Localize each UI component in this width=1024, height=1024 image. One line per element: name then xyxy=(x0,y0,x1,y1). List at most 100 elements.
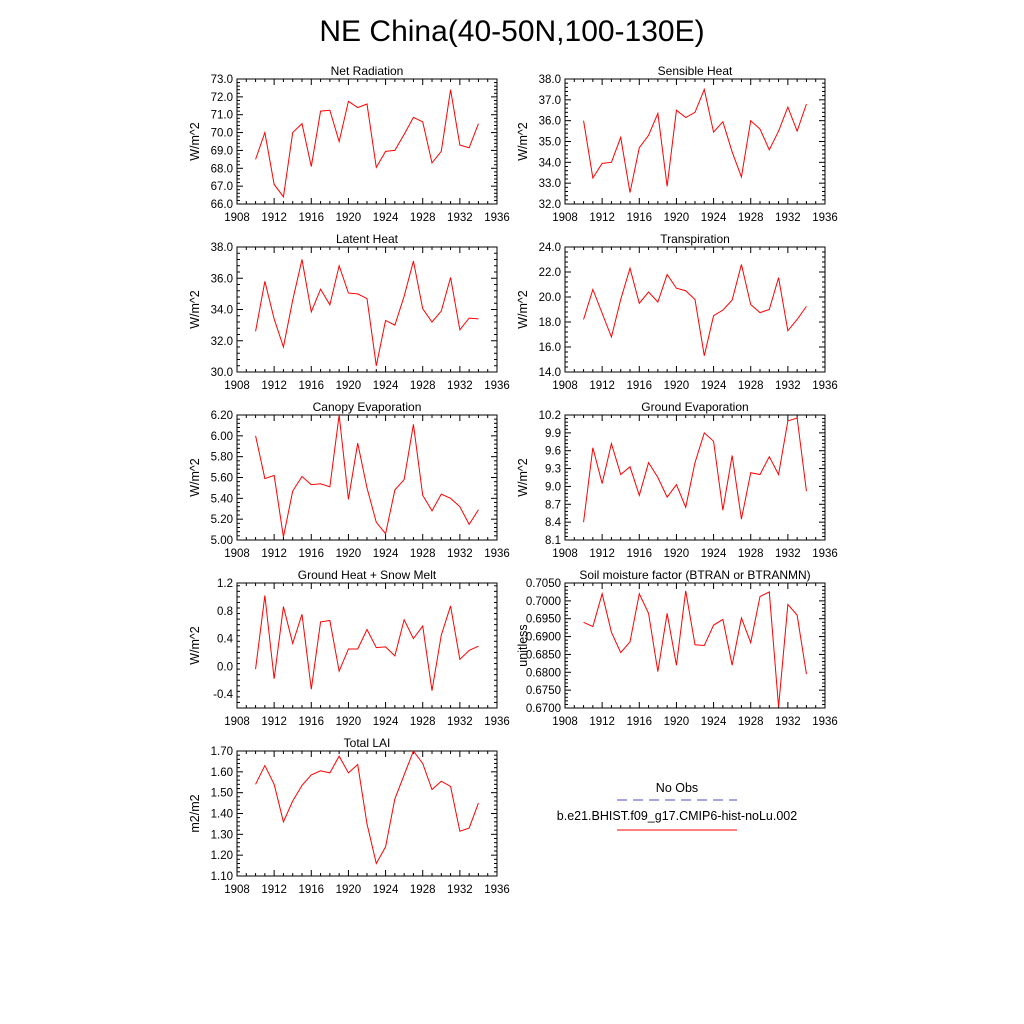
data-point xyxy=(348,101,349,102)
y-tick-label: 30.0 xyxy=(211,367,233,379)
data-point xyxy=(366,629,367,630)
series-line xyxy=(583,590,807,707)
data-point xyxy=(722,619,723,620)
data-point xyxy=(441,781,442,782)
data-point xyxy=(787,604,788,605)
data-point xyxy=(301,476,302,477)
data-point xyxy=(339,414,340,415)
y-tick-label: 9.9 xyxy=(545,428,561,440)
data-point xyxy=(685,507,686,508)
data-point xyxy=(602,163,603,164)
data-point xyxy=(629,268,630,269)
y-tick-label: 14.0 xyxy=(539,367,561,379)
data-point xyxy=(404,619,405,620)
x-tick-label: 1920 xyxy=(664,212,690,224)
data-point xyxy=(357,648,358,649)
x-tick-label: 1936 xyxy=(484,884,510,896)
data-point xyxy=(320,111,321,112)
data-point xyxy=(694,112,695,113)
x-tick-label: 1924 xyxy=(701,716,727,728)
legend-series-label: b.e21.BHIST.f09_g17.CMIP6-hist-noLu.002 xyxy=(557,809,797,823)
data-point xyxy=(385,646,386,647)
data-point xyxy=(620,474,621,475)
x-tick-label: 1908 xyxy=(552,380,578,392)
data-point xyxy=(339,265,340,266)
data-point xyxy=(450,786,451,787)
y-axis-label: W/m^2 xyxy=(188,290,202,329)
data-point xyxy=(732,665,733,666)
y-tick-label: 10.2 xyxy=(539,410,561,422)
x-tick-label: 1912 xyxy=(589,548,615,560)
data-point xyxy=(348,648,349,649)
data-point xyxy=(478,123,479,124)
plot-frame xyxy=(236,750,498,877)
data-point xyxy=(797,615,798,616)
y-tick-label: 9.3 xyxy=(545,464,561,476)
data-point xyxy=(759,128,760,129)
y-tick-label: 5.40 xyxy=(211,493,233,505)
data-point xyxy=(629,192,630,193)
data-point xyxy=(366,298,367,299)
x-tick-label: 1936 xyxy=(484,212,510,224)
data-point xyxy=(478,646,479,647)
data-point xyxy=(413,260,414,261)
data-point xyxy=(264,478,265,479)
panel-6: Ground Heat + Snow Melt 1908 1912 1916 1920 1… xyxy=(188,568,510,728)
data-point xyxy=(394,325,395,326)
data-point xyxy=(713,315,714,316)
data-point xyxy=(478,509,479,510)
panel-8: Total LAI 1908 1912 1916 1920 1924 1928 1932 193… xyxy=(188,736,510,896)
y-tick-label: 38.0 xyxy=(211,242,233,254)
y-tick-label: 8.1 xyxy=(545,535,561,547)
data-point xyxy=(722,310,723,311)
data-point xyxy=(704,645,705,646)
data-point xyxy=(620,652,621,653)
data-point xyxy=(694,644,695,645)
plot-frame xyxy=(236,246,498,373)
data-point xyxy=(759,312,760,313)
y-axis-label: m2/m2 xyxy=(188,794,202,832)
data-point xyxy=(602,593,603,594)
data-point xyxy=(667,497,668,498)
data-point xyxy=(376,522,377,523)
data-point xyxy=(283,536,284,537)
data-point xyxy=(385,533,386,534)
data-point xyxy=(376,365,377,366)
data-point xyxy=(583,622,584,623)
y-tick-label: 5.80 xyxy=(211,452,233,464)
y-tick-label: 1.30 xyxy=(211,829,233,841)
y-tick-label: 0.6900 xyxy=(526,632,561,644)
data-point xyxy=(431,510,432,511)
data-point xyxy=(264,765,265,766)
y-tick-label: 0.6700 xyxy=(526,703,561,715)
y-axis-label: W/m^2 xyxy=(188,458,202,497)
data-point xyxy=(806,103,807,104)
y-tick-label: 34.0 xyxy=(211,305,233,317)
y-tick-label: -0.4 xyxy=(213,689,233,701)
data-point xyxy=(806,306,807,307)
data-point xyxy=(611,162,612,163)
data-point xyxy=(357,443,358,444)
panel-title: Net Radiation xyxy=(331,64,404,78)
data-point xyxy=(366,103,367,104)
data-point xyxy=(478,318,479,319)
panel-title: Sensible Heat xyxy=(658,64,733,78)
data-point xyxy=(667,274,668,275)
data-point xyxy=(441,151,442,152)
data-point xyxy=(320,289,321,290)
data-point xyxy=(376,863,377,864)
legend-obs-label: No Obs xyxy=(656,781,698,795)
data-point xyxy=(469,524,470,525)
figure-title: NE China(40-50N,100-130E) xyxy=(319,15,704,48)
data-point xyxy=(431,789,432,790)
data-point xyxy=(422,495,423,496)
data-point xyxy=(648,462,649,463)
panels: Net Radiation 1908 1912 1916 1920 1924 1928 193… xyxy=(188,64,838,896)
data-point xyxy=(274,318,275,319)
data-point xyxy=(292,800,293,801)
data-point xyxy=(404,296,405,297)
data-point xyxy=(639,303,640,304)
data-point xyxy=(778,277,779,278)
x-tick-label: 1932 xyxy=(775,548,801,560)
series-line xyxy=(255,259,479,366)
